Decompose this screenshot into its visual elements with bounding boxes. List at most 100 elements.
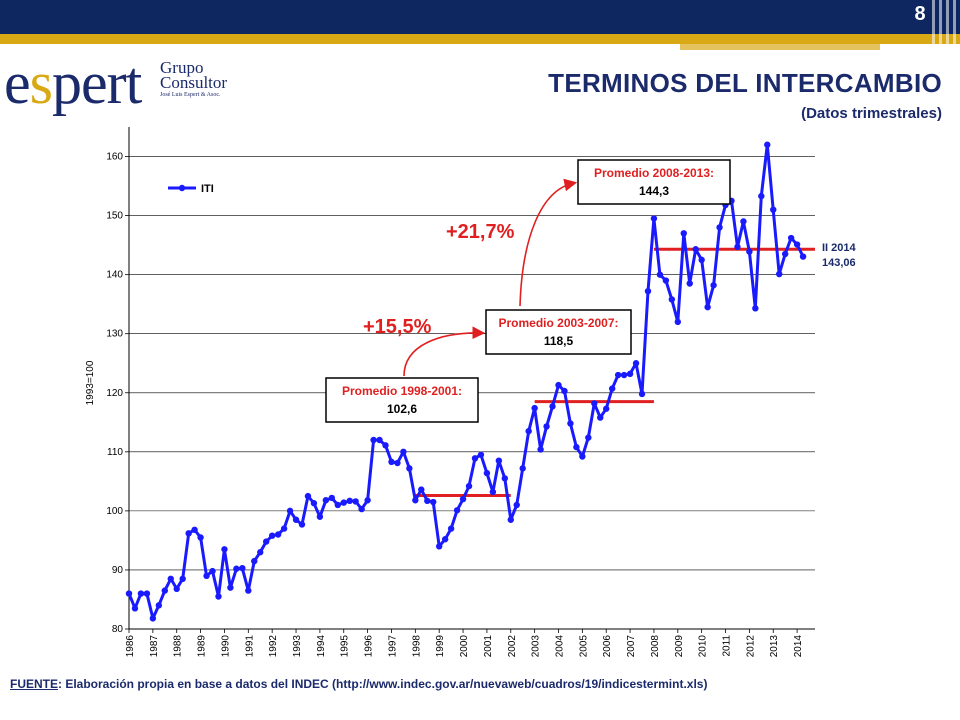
y-axis-label: 1993=100 <box>85 360 96 405</box>
x-tick-label: 2010 <box>698 635 709 658</box>
data-point <box>698 256 705 264</box>
logo-line-2: Consultor <box>160 73 228 92</box>
x-tick-label: 1997 <box>387 635 398 658</box>
data-point <box>776 270 783 278</box>
data-point <box>203 572 210 580</box>
x-tick-label: 1993 <box>292 635 303 658</box>
data-point <box>328 494 336 502</box>
y-tick-label: 130 <box>106 329 123 340</box>
data-point <box>340 499 347 506</box>
data-point <box>233 565 240 572</box>
data-point <box>525 427 532 435</box>
data-point <box>603 405 610 412</box>
legend-marker <box>178 184 186 192</box>
data-point <box>412 497 419 504</box>
data-point <box>501 475 509 482</box>
data-point <box>471 455 479 462</box>
data-point <box>131 605 139 612</box>
data-point <box>650 215 658 222</box>
data-point <box>758 192 765 200</box>
data-point <box>310 500 318 507</box>
data-point <box>764 141 771 148</box>
data-point <box>752 305 759 312</box>
data-point <box>161 587 168 594</box>
average-box-title: Promedio 1998-2001: <box>342 384 462 398</box>
data-point <box>781 250 789 258</box>
source-note: FUENTE: Elaboración propia en base a dat… <box>10 677 707 691</box>
data-point <box>125 590 133 597</box>
data-point <box>561 387 568 395</box>
data-point <box>620 371 628 379</box>
data-point <box>209 567 216 575</box>
x-tick-label: 2007 <box>626 635 637 658</box>
x-tick-label: 1999 <box>435 635 446 658</box>
legend-label: ITI <box>201 183 214 195</box>
average-box-value: 144,3 <box>639 184 669 198</box>
x-tick-label: 2003 <box>531 635 542 658</box>
data-point <box>495 457 503 464</box>
y-tick-label: 120 <box>106 388 123 399</box>
y-tick-label: 80 <box>112 624 124 635</box>
header-bar <box>0 0 960 34</box>
x-tick-label: 2013 <box>769 635 780 658</box>
x-tick-label: 1990 <box>220 635 231 658</box>
growth-label-2: +21,7% <box>446 221 515 243</box>
data-point <box>197 534 204 541</box>
data-point <box>710 282 717 289</box>
data-point <box>418 486 425 493</box>
page-subtitle: (Datos trimestrales) <box>801 105 942 122</box>
data-point <box>430 498 437 506</box>
growth-arrow-2 <box>519 178 578 307</box>
data-point <box>656 271 664 278</box>
data-point <box>435 543 443 550</box>
data-point <box>322 497 330 504</box>
data-point <box>400 448 407 456</box>
data-point <box>268 532 276 539</box>
data-point <box>555 381 562 389</box>
data-point <box>531 404 538 412</box>
source-label: FUENTE <box>10 677 58 691</box>
x-tick-label: 1994 <box>316 635 327 658</box>
average-box-title: Promedio 2008-2013: <box>594 166 714 180</box>
data-point <box>513 501 520 509</box>
y-tick-label: 90 <box>112 565 124 576</box>
data-point <box>179 575 186 582</box>
y-tick-label: 160 <box>106 152 123 163</box>
data-point <box>597 414 604 421</box>
data-point <box>424 497 431 505</box>
data-point <box>465 482 473 490</box>
data-point <box>227 584 234 591</box>
data-point <box>441 536 449 543</box>
y-tick-label: 110 <box>107 447 123 458</box>
data-point <box>316 513 324 520</box>
data-point <box>585 434 592 441</box>
data-point <box>704 303 711 311</box>
data-point <box>352 498 359 505</box>
data-point <box>245 587 252 594</box>
x-tick-label: 1987 <box>149 635 160 658</box>
data-point <box>143 590 151 597</box>
data-point <box>394 459 401 467</box>
data-point <box>406 465 413 472</box>
data-point <box>155 602 163 609</box>
average-box <box>325 377 479 423</box>
data-point <box>680 230 687 237</box>
y-tick-label: 150 <box>106 211 123 222</box>
data-point <box>370 436 377 444</box>
header-accent-stripe <box>680 44 880 50</box>
data-point <box>686 280 693 287</box>
data-point <box>734 243 741 251</box>
x-tick-label: 2011 <box>722 635 733 657</box>
data-point <box>787 234 795 242</box>
data-point <box>614 371 622 379</box>
data-point <box>257 549 264 556</box>
data-point <box>674 318 681 326</box>
logo-wordmark: espert <box>4 50 142 116</box>
data-point <box>591 400 598 407</box>
data-point <box>137 590 145 597</box>
header-decoration <box>930 0 960 60</box>
data-point <box>793 241 801 248</box>
data-point <box>274 531 282 538</box>
data-point <box>799 253 807 260</box>
data-point <box>668 296 676 303</box>
